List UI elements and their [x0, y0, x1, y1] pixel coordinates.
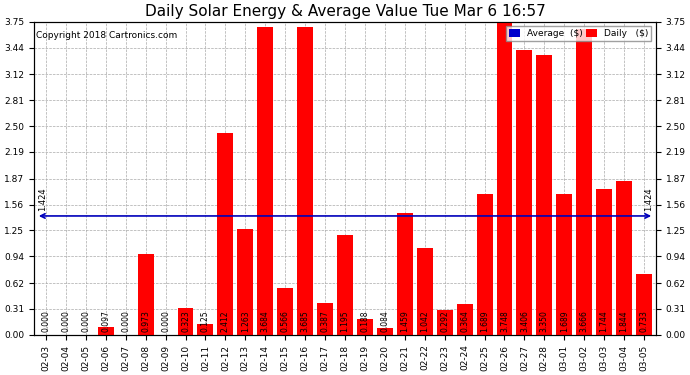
Text: 3.685: 3.685: [301, 310, 310, 332]
Bar: [437, 310, 453, 335]
Text: 0.323: 0.323: [181, 310, 190, 332]
Text: 3.684: 3.684: [261, 310, 270, 332]
Text: 1.195: 1.195: [340, 310, 350, 332]
Text: 1.263: 1.263: [241, 310, 250, 332]
Text: 1.042: 1.042: [420, 310, 429, 332]
Bar: [457, 304, 473, 335]
Text: 1.689: 1.689: [560, 310, 569, 332]
Text: 0.973: 0.973: [141, 310, 150, 332]
Text: Copyright 2018 Cartronics.com: Copyright 2018 Cartronics.com: [36, 31, 177, 40]
Bar: [257, 27, 273, 335]
Bar: [337, 235, 353, 335]
Bar: [397, 213, 413, 335]
Bar: [237, 230, 253, 335]
Bar: [536, 55, 552, 335]
Bar: [177, 308, 193, 335]
Title: Daily Solar Energy & Average Value Tue Mar 6 16:57: Daily Solar Energy & Average Value Tue M…: [145, 4, 545, 19]
Bar: [477, 194, 493, 335]
Text: 3.666: 3.666: [580, 310, 589, 332]
Text: 1.424: 1.424: [644, 188, 653, 211]
Text: 1.459: 1.459: [400, 310, 409, 332]
Text: 3.350: 3.350: [540, 310, 549, 332]
Text: 1.844: 1.844: [620, 310, 629, 332]
Text: 0.000: 0.000: [161, 310, 170, 332]
Text: 0.188: 0.188: [360, 310, 369, 332]
Text: 0.733: 0.733: [640, 310, 649, 332]
Text: 0.364: 0.364: [460, 310, 469, 332]
Bar: [197, 324, 213, 335]
Bar: [98, 327, 114, 335]
Text: 0.000: 0.000: [61, 310, 70, 332]
Text: 1.689: 1.689: [480, 310, 489, 332]
Bar: [217, 134, 233, 335]
Text: 0.097: 0.097: [101, 310, 110, 332]
Text: 1.424: 1.424: [38, 188, 47, 211]
Bar: [377, 328, 393, 335]
Bar: [138, 254, 154, 335]
Text: 0.000: 0.000: [41, 310, 50, 332]
Text: 3.748: 3.748: [500, 310, 509, 332]
Text: 2.412: 2.412: [221, 310, 230, 332]
Bar: [596, 189, 612, 335]
Text: 3.406: 3.406: [520, 310, 529, 332]
Text: 0.000: 0.000: [81, 310, 90, 332]
Bar: [497, 22, 513, 335]
Text: 0.084: 0.084: [380, 310, 389, 332]
Text: 1.744: 1.744: [600, 310, 609, 332]
Legend: Average  ($), Daily   ($): Average ($), Daily ($): [506, 26, 651, 40]
Bar: [277, 288, 293, 335]
Text: 0.566: 0.566: [281, 310, 290, 332]
Bar: [636, 274, 652, 335]
Bar: [417, 248, 433, 335]
Bar: [516, 51, 533, 335]
Text: 0.387: 0.387: [321, 310, 330, 332]
Bar: [616, 181, 632, 335]
Bar: [297, 27, 313, 335]
Bar: [317, 303, 333, 335]
Text: 0.000: 0.000: [121, 310, 130, 332]
Text: 0.292: 0.292: [440, 310, 449, 332]
Bar: [576, 29, 592, 335]
Bar: [556, 194, 572, 335]
Bar: [357, 319, 373, 335]
Text: 0.125: 0.125: [201, 310, 210, 332]
